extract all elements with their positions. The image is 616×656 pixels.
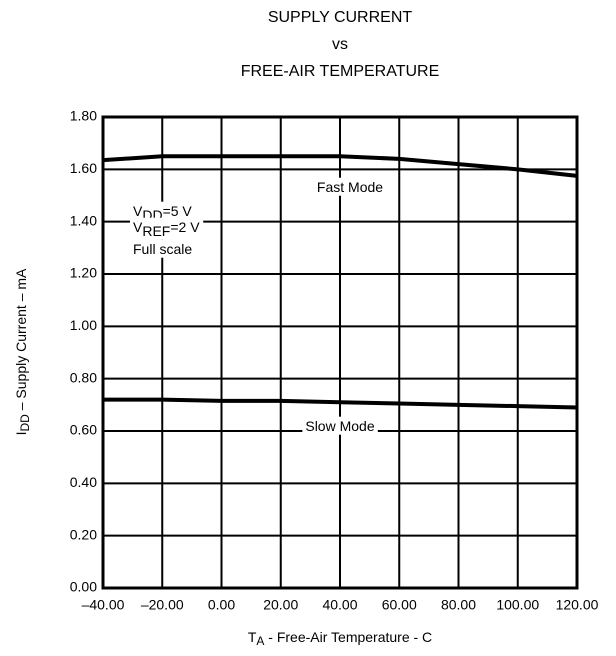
x-axis-label: TA - Free-Air Temperature - C	[248, 629, 432, 648]
x-tick-label: –40.00	[82, 597, 125, 613]
x-tick-label: 20.00	[263, 597, 298, 613]
x-tick-label: 0.00	[208, 597, 235, 613]
y-tick-label: 1.60	[70, 160, 97, 176]
chart-title: FREE-AIR TEMPERATURE	[241, 63, 440, 80]
y-tick-label: 1.40	[70, 212, 97, 228]
plot-border	[101, 115, 579, 590]
chart-title: vs	[332, 36, 348, 53]
series-line	[103, 397, 578, 410]
text-part: DD	[18, 414, 32, 432]
x-tick-label: –20.00	[141, 597, 184, 613]
y-tick-label: 0.20	[70, 526, 97, 542]
text-part: =2 V	[170, 219, 200, 235]
x-tick-label: 100.00	[496, 597, 539, 613]
text-part: Full scale	[133, 241, 192, 257]
y-tick-label: 0.80	[70, 369, 97, 385]
annotation: VREF=2 V	[133, 219, 200, 239]
y-tick-label: 0.60	[70, 422, 97, 438]
text-part: Slow Mode	[305, 418, 374, 434]
text-part: =5 V	[163, 203, 193, 219]
text-part: A	[256, 634, 264, 648]
x-tick-label: 40.00	[322, 597, 357, 613]
series-label: Slow Mode	[305, 418, 374, 434]
text-part: I	[13, 431, 29, 435]
text-part: REF	[142, 223, 170, 239]
y-tick-label: 1.00	[70, 317, 97, 333]
text-part: V	[133, 203, 143, 219]
y-tick-label: 0.40	[70, 474, 97, 490]
series-label-bg	[302, 416, 378, 435]
series-label: Fast Mode	[317, 179, 383, 195]
y-tick-label: 0.00	[70, 579, 97, 595]
x-tick-label: 60.00	[382, 597, 417, 613]
text-part: - Free-Air Temperature - C	[264, 629, 432, 645]
y-axis-label: IDD – Supply Current – mA	[13, 268, 32, 435]
text-part: – Supply Current – mA	[13, 268, 29, 414]
annotation-bg	[130, 239, 196, 258]
x-tick-label: 120.00	[556, 597, 599, 613]
text-part: V	[133, 219, 143, 235]
text-part: Fast Mode	[317, 179, 383, 195]
series-line	[102, 154, 578, 178]
annotation-bg	[130, 217, 204, 240]
y-tick-label: 1.80	[70, 108, 97, 124]
y-tick-label: 1.20	[70, 265, 97, 281]
chart-title: SUPPLY CURRENT	[268, 9, 413, 26]
series-label-bg	[313, 177, 387, 196]
x-tick-label: 80.00	[441, 597, 476, 613]
annotation: Full scale	[133, 241, 192, 257]
text-part: T	[248, 629, 257, 645]
